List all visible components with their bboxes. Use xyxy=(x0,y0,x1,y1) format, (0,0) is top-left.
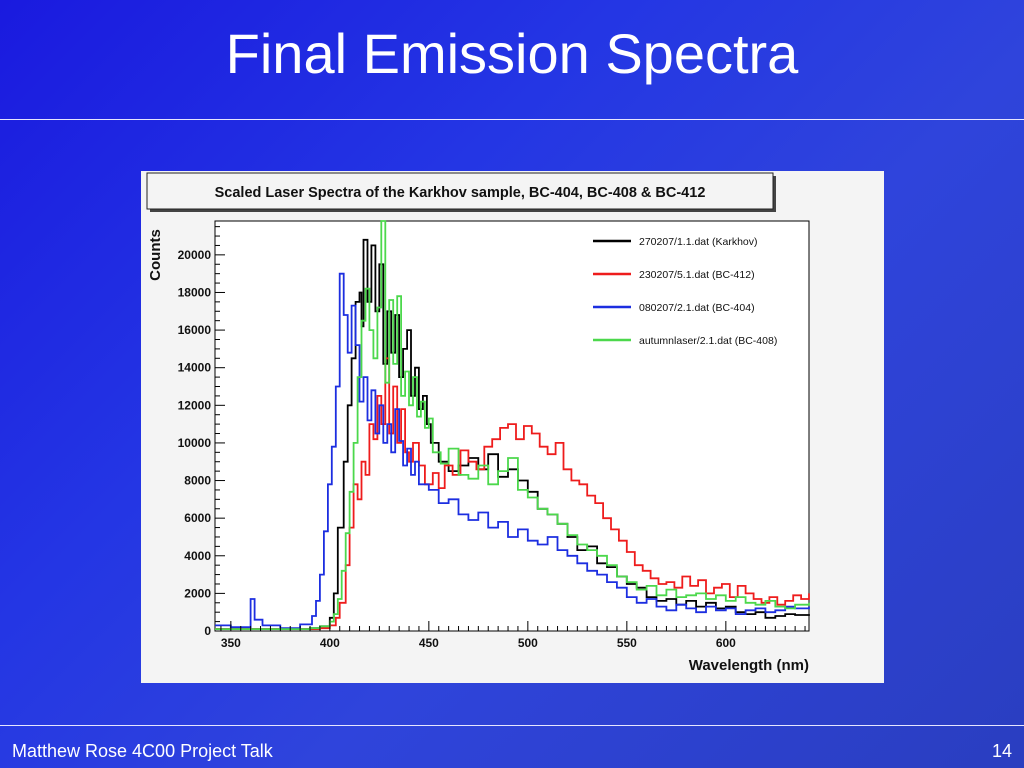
x-tick-label: 550 xyxy=(617,636,637,650)
chart-title: Scaled Laser Spectra of the Karkhov samp… xyxy=(215,185,706,201)
y-tick-label: 16000 xyxy=(178,323,212,337)
x-tick-label: 350 xyxy=(221,636,241,650)
axes-layer: 350 400 450 500 550 6000200040006000800010000… xyxy=(178,226,806,650)
series-line-4 xyxy=(215,220,810,630)
y-axis-label: Counts xyxy=(147,229,164,281)
slide-number: 14 xyxy=(991,741,1012,761)
footer-presenter: Matthew Rose 4C00 Project Talk xyxy=(12,741,273,761)
y-tick-label: 0 xyxy=(204,624,211,638)
legend: 270207/1.1.dat (Karkhov) 230207/5.1.dat (… xyxy=(593,236,777,347)
x-tick-label: 500 xyxy=(518,636,538,650)
x-tick-label: 400 xyxy=(320,636,340,650)
y-tick-label: 14000 xyxy=(178,361,212,375)
x-tick-label: 450 xyxy=(419,636,439,650)
x-tick-label: 600 xyxy=(716,636,736,650)
slide-title: Final Emission Spectra xyxy=(225,22,799,85)
chart-panel: Scaled Laser Spectra of the Karkhov samp… xyxy=(141,171,884,683)
y-tick-label: 12000 xyxy=(178,398,212,412)
emission-spectra-chart: Scaled Laser Spectra of the Karkhov samp… xyxy=(146,172,810,674)
legend-label-2: 230207/5.1.dat (BC-412) xyxy=(639,269,755,281)
y-tick-label: 2000 xyxy=(184,586,211,600)
legend-label-4: autumnlaser/2.1.dat (BC-408) xyxy=(639,335,777,347)
y-tick-label: 4000 xyxy=(184,549,211,563)
y-tick-label: 20000 xyxy=(178,248,212,262)
legend-label-3: 080207/2.1.dat (BC-404) xyxy=(639,302,755,314)
series-line-2 xyxy=(215,357,810,630)
series-line-3 xyxy=(215,272,810,630)
legend-label-1: 270207/1.1.dat (Karkhov) xyxy=(639,236,758,248)
y-tick-label: 8000 xyxy=(184,474,211,488)
footer-divider xyxy=(0,725,1024,726)
series-layer xyxy=(215,220,810,630)
y-tick-label: 18000 xyxy=(178,285,212,299)
y-tick-label: 6000 xyxy=(184,511,211,525)
y-tick-label: 10000 xyxy=(178,436,212,450)
title-divider xyxy=(0,119,1024,120)
x-axis-label: Wavelength (nm) xyxy=(689,657,809,674)
chart-title-box xyxy=(146,172,774,210)
plot-area xyxy=(214,220,810,632)
